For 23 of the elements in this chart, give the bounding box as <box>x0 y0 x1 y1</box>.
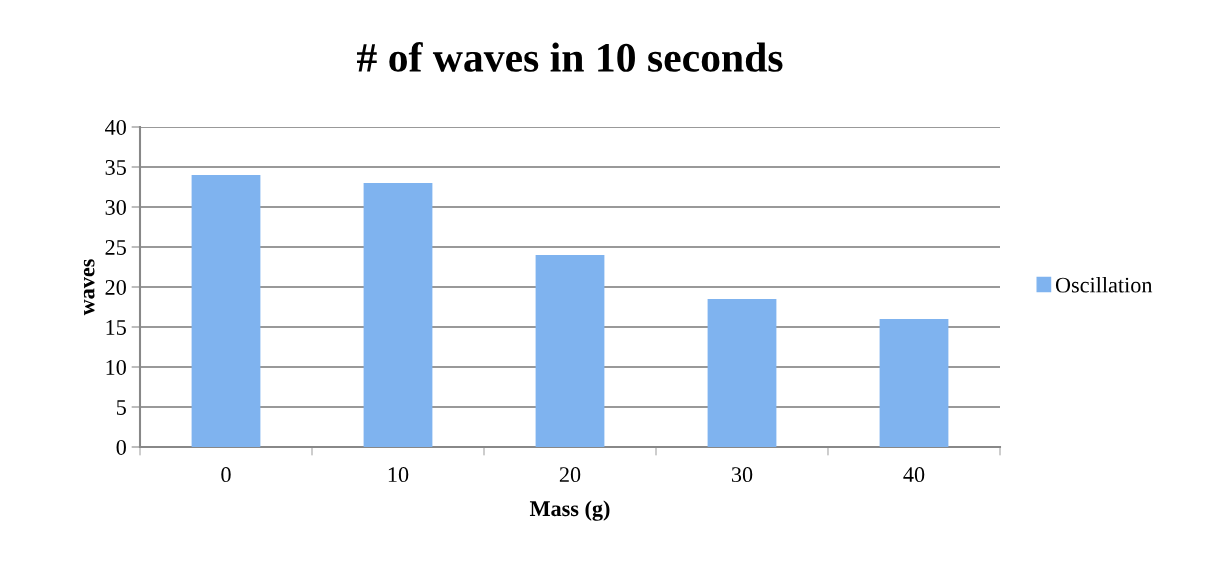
x-tick-label: 20 <box>559 467 581 483</box>
y-axis-title: waves <box>83 259 95 316</box>
bar <box>879 319 949 447</box>
x-tick-label: 10 <box>388 467 409 483</box>
chart-title: # of waves in 10 seconds <box>356 42 783 72</box>
bar <box>363 183 433 447</box>
y-tick-label: 40 <box>105 119 126 135</box>
y-tick-label: 15 <box>106 320 126 335</box>
y-tick-label: 0 <box>116 439 126 455</box>
y-tick-label: 35 <box>105 159 126 175</box>
bar <box>707 299 777 447</box>
y-tick-label: 20 <box>105 279 126 295</box>
bar <box>191 175 261 447</box>
y-tick-label: 5 <box>116 400 126 415</box>
legend-label: Oscillation <box>1055 276 1153 293</box>
x-tick-label: 0 <box>221 467 231 483</box>
y-tick-label: 30 <box>105 199 126 215</box>
x-axis-title: Mass (g) <box>529 500 610 521</box>
y-tick-label: 25 <box>105 239 126 255</box>
bar <box>535 255 605 447</box>
x-tick-label: 30 <box>731 467 753 483</box>
x-tick-label: 40 <box>903 467 925 483</box>
y-tick-label: 10 <box>106 359 126 375</box>
